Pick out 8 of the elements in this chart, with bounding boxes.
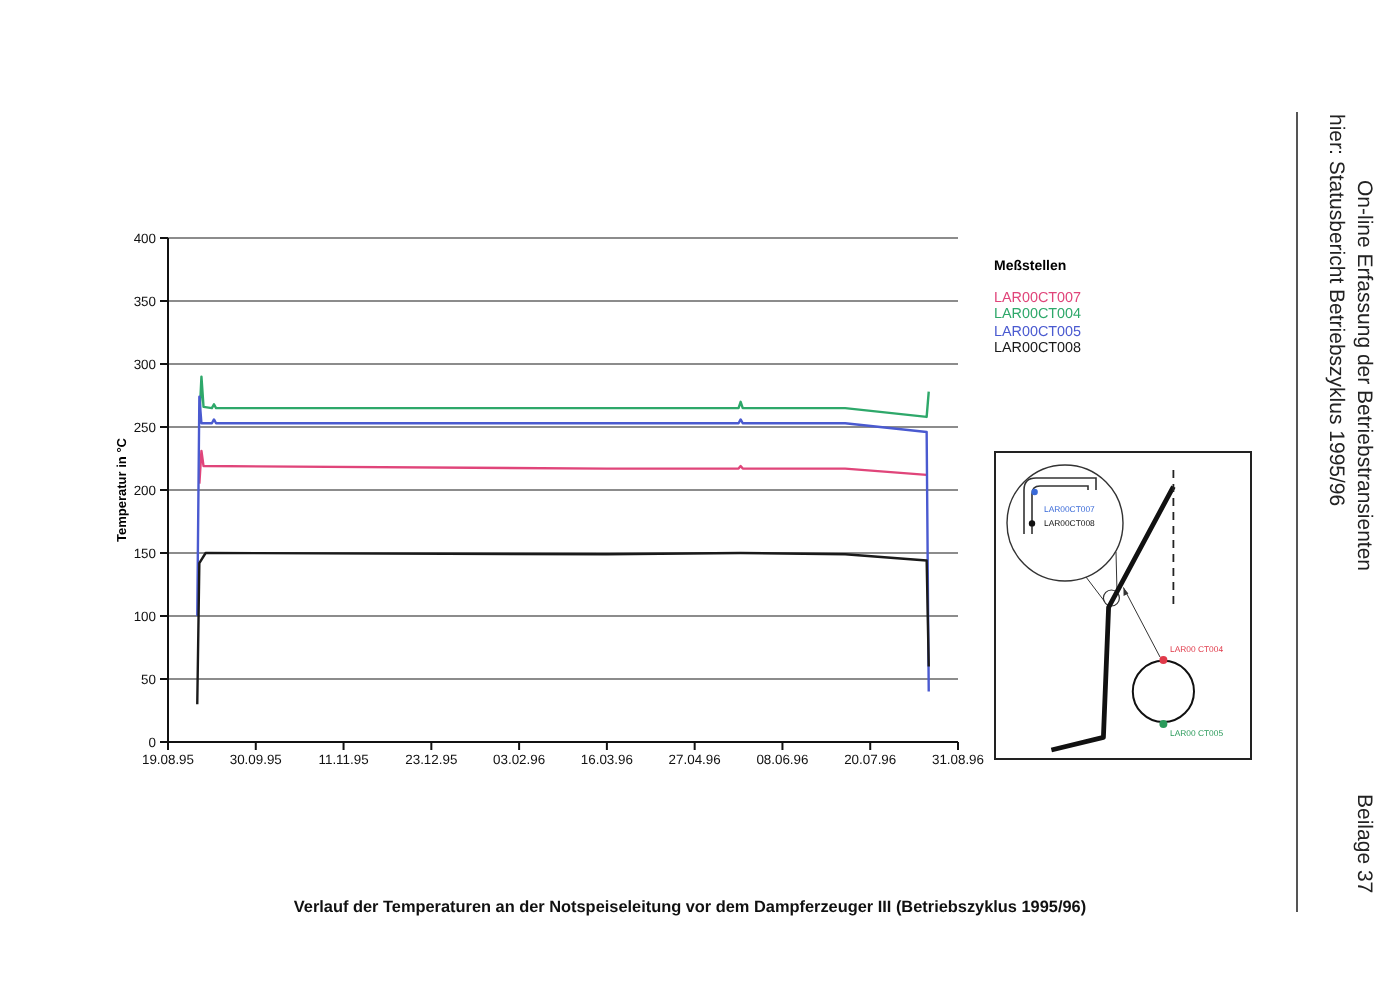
line-series xyxy=(196,551,930,706)
line-series xyxy=(196,395,930,693)
text: hier: Statusbericht Betriebszyklus 1995/96 xyxy=(1322,114,1350,507)
text: On-line Erfassung der Betriebstransienten xyxy=(1350,180,1378,572)
line-series xyxy=(198,449,928,485)
text: Beilage 37 xyxy=(1350,794,1378,894)
line-series xyxy=(198,375,930,422)
text: Verlauf der Temperaturen an der Notspeiseleitung vor dem Dampferzeuger III (Betriebszyklus 1995/96) xyxy=(293,898,1087,916)
